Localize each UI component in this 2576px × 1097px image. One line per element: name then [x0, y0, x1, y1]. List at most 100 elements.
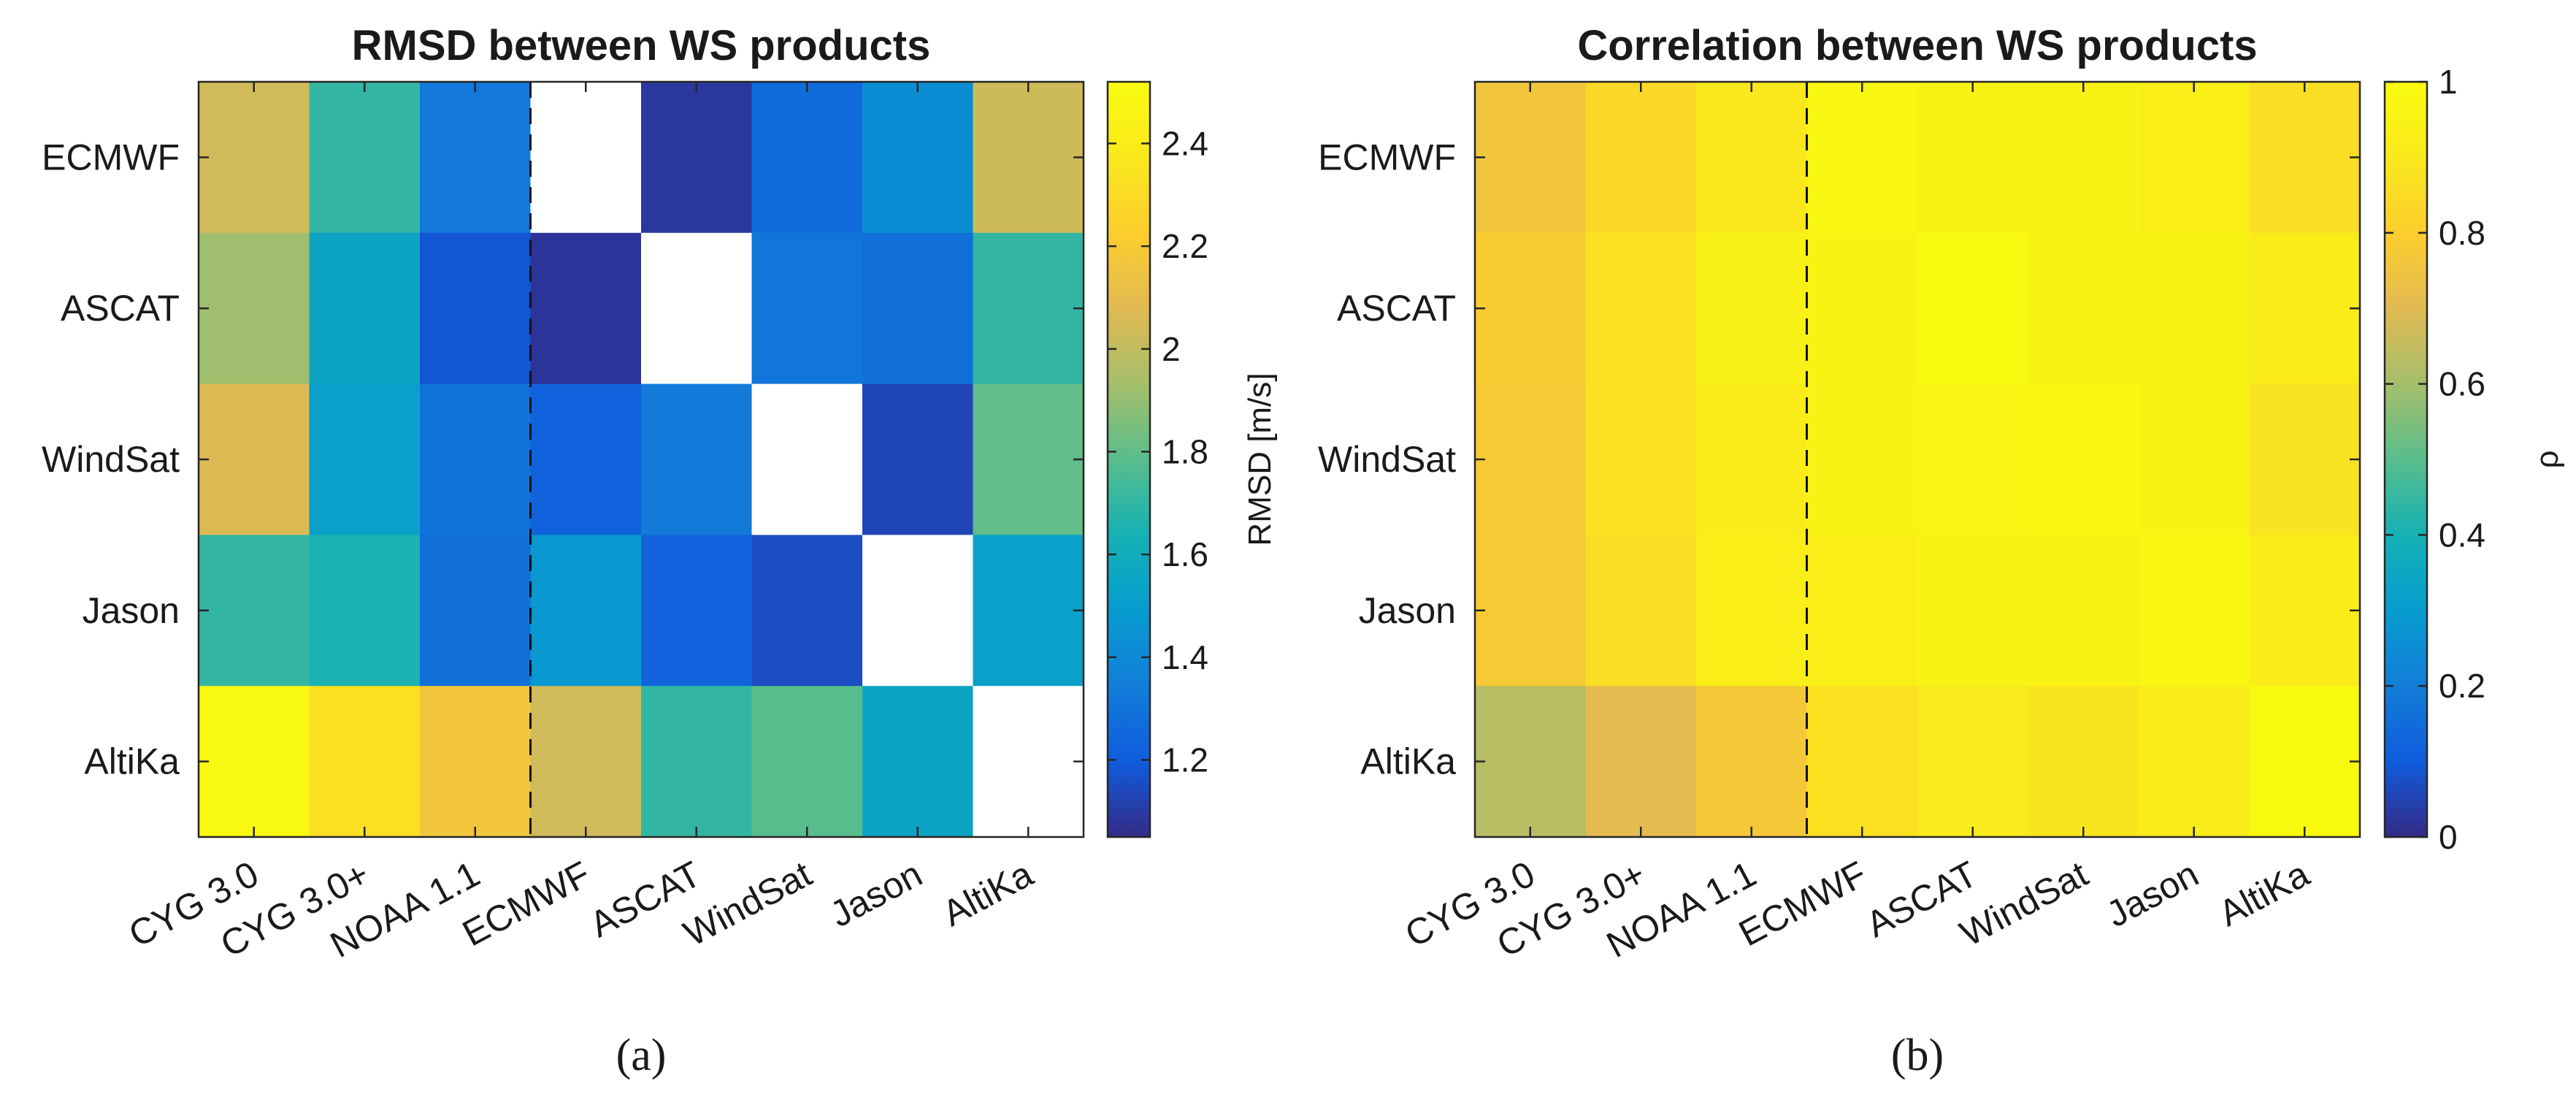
x-tick-label: WindSat: [1953, 853, 2094, 954]
heatmap-cell: [1475, 535, 1587, 687]
heatmap-cell: [1806, 686, 1918, 838]
heatmap-cell: [420, 232, 532, 385]
heatmap-cell: [862, 383, 974, 535]
colorbar-tick-label: 1.4: [1162, 638, 1208, 676]
colorbar-tick-label: 0.8: [2439, 214, 2485, 252]
heatmap-cell: [2249, 535, 2361, 687]
heatmap-cell: [2139, 686, 2250, 838]
correlation-panel: Correlation between WS products ECMWF ASCA…: [1318, 22, 2565, 1080]
heatmap-cell: [641, 232, 753, 385]
panel-caption: (b): [1891, 1031, 1944, 1080]
x-tick-label: ECMWF: [1732, 853, 1873, 954]
heatmap-cell: [862, 686, 974, 838]
heatmap-cell: [862, 82, 974, 234]
y-tick-label: AltiKa: [1360, 741, 1456, 782]
chart-title: RMSD between WS products: [352, 22, 931, 69]
x-tick-label: ECMWF: [456, 853, 597, 954]
colorbar-tick-label: 1.8: [1162, 432, 1208, 470]
heatmap-cell: [309, 82, 421, 234]
x-tick-label: Jason: [824, 853, 929, 935]
heatmap-cell: [309, 535, 421, 687]
heatmap-cell: [1917, 686, 2029, 838]
heatmap-cell: [1585, 686, 1697, 838]
heatmap-cell: [1585, 535, 1697, 687]
colorbar-label: RMSD [m/s]: [1242, 372, 1278, 546]
heatmap-cell: [2249, 232, 2361, 385]
heatmap-cell: [420, 383, 532, 535]
y-tick-label: ASCAT: [61, 288, 180, 329]
heatmap-cell: [1475, 383, 1587, 535]
colorbar: [2385, 82, 2427, 837]
heatmap-cell: [2028, 686, 2139, 838]
x-tick-label: WindSat: [677, 853, 818, 954]
heatmap-cell: [530, 686, 642, 838]
heatmap-cell: [530, 535, 642, 687]
heatmap-cell: [2139, 535, 2250, 687]
heatmap-cell: [309, 232, 421, 385]
heatmap-cell: [309, 686, 421, 838]
heatmap-cell: [199, 232, 310, 385]
heatmap-cell: [199, 383, 310, 535]
heatmap-cell: [2249, 686, 2361, 838]
x-tick-label: AltiKa: [2212, 853, 2316, 934]
chart-title: Correlation between WS products: [1577, 22, 2257, 69]
heatmap-cell: [862, 535, 974, 687]
heatmap-cell: [1475, 686, 1587, 838]
heatmap-cell: [1696, 383, 1808, 535]
colorbar-tick-label: 0: [2439, 818, 2458, 856]
panel-caption: (a): [616, 1031, 667, 1080]
heatmap-cell: [973, 232, 1084, 385]
colorbar-tick-label: 1.2: [1162, 741, 1208, 779]
x-tick-label: Jason: [2100, 853, 2205, 935]
heatmap-cell: [1806, 535, 1918, 687]
heatmap-cell: [1917, 535, 2029, 687]
heatmap-cell: [1475, 232, 1587, 385]
heatmap-cell: [1696, 82, 1808, 234]
heatmap-cell: [973, 383, 1084, 535]
rmsd-panel: RMSD between WS products ECMWF ASCAT WindSa…: [42, 22, 1278, 1080]
heatmap-cell: [420, 82, 532, 234]
heatmap-cell: [2249, 383, 2361, 535]
heatmap-cell: [1917, 383, 2029, 535]
colorbar-tick-label: 1.6: [1162, 535, 1208, 573]
heatmap-cell: [530, 82, 642, 234]
colorbar-tick-label: 2: [1162, 330, 1181, 368]
y-tick-label: WindSat: [1318, 439, 1456, 480]
colorbar-tick-label: 2.2: [1162, 227, 1208, 265]
heatmap-cell: [420, 535, 532, 687]
heatmap-cell: [751, 232, 863, 385]
heatmap-cell: [199, 686, 310, 838]
colorbar-box: [2383, 80, 2429, 838]
heatmap-cell: [973, 82, 1084, 234]
heatmap-cell: [1806, 82, 1918, 234]
heatmap-cell: [420, 686, 532, 838]
x-tick-label: AltiKa: [936, 853, 1040, 934]
y-tick-label: WindSat: [42, 439, 180, 480]
heatmap-cell: [1696, 535, 1808, 687]
heatmap-cell: [1585, 383, 1697, 535]
heatmap-cell: [641, 383, 753, 535]
heatmap-cell: [530, 383, 642, 535]
heatmap-cell: [2028, 383, 2139, 535]
heatmap-cell: [973, 686, 1084, 838]
colorbar-tick-label: 0.6: [2439, 365, 2485, 403]
colorbar-label: ρ: [2529, 450, 2565, 468]
heatmap-cell: [641, 686, 753, 838]
colorbar-tick-label: 2.4: [1162, 124, 1208, 162]
heatmap-cell: [751, 535, 863, 687]
heatmap-cell: [862, 232, 974, 385]
heatmap-cell: [1585, 232, 1697, 385]
heatmap-cell: [641, 82, 753, 234]
heatmap-cell: [751, 686, 863, 838]
heatmap-cell: [199, 82, 310, 234]
heatmap-cell: [309, 383, 421, 535]
heatmap-cell: [2028, 535, 2139, 687]
heatmap-cell: [751, 383, 863, 535]
y-tick-label: Jason: [83, 590, 180, 631]
colorbar-tick-label: 0.4: [2439, 516, 2485, 554]
heatmap-cell: [1475, 82, 1587, 234]
heatmap-cell: [530, 232, 642, 385]
y-tick-label: ECMWF: [42, 137, 180, 177]
heatmap-cell: [1917, 232, 2029, 385]
